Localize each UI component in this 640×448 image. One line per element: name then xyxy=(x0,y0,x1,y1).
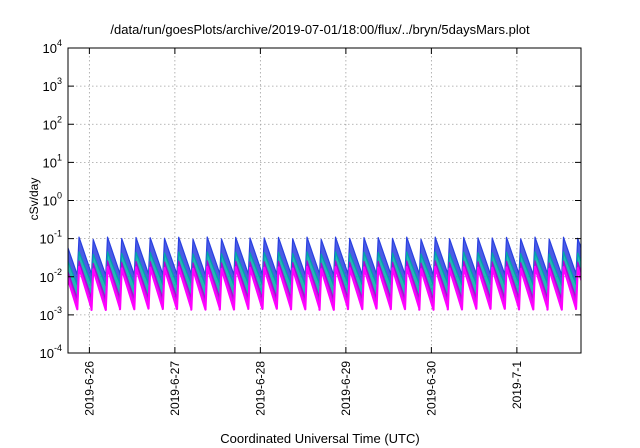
x-axis-label: Coordinated Universal Time (UTC) xyxy=(220,431,420,446)
series-group xyxy=(68,236,581,311)
x-tick-label: 2019-6-28 xyxy=(253,361,267,416)
y-tick-label: 100 xyxy=(43,191,62,209)
y-tick-label: 102 xyxy=(43,114,62,132)
data-series xyxy=(68,265,581,311)
x-axis-ticks: 2019-6-26 2019-6-27 2019-6-28 2019-6-29 2019… xyxy=(82,48,524,416)
x-tick-label: 2019-7-1 xyxy=(510,361,524,409)
y-tick-label: 10-2 xyxy=(40,267,62,285)
y-tick-label: 10-1 xyxy=(40,229,62,247)
y-tick-label: 103 xyxy=(43,76,62,94)
y-axis-ticks: 10-4 10-3 10-2 10-1 100 101 102 103 104 xyxy=(40,38,581,361)
x-tick-label: 2019-6-27 xyxy=(168,361,182,416)
y-tick-label: 10-3 xyxy=(40,305,62,323)
y-tick-label: 101 xyxy=(43,152,62,170)
chart-title: /data/run/goesPlots/archive/2019-07-01/1… xyxy=(110,22,530,37)
x-tick-label: 2019-6-29 xyxy=(339,361,353,416)
y-axis-label: cSv/day xyxy=(27,177,41,221)
x-tick-label: 2019-6-30 xyxy=(424,361,438,416)
y-tick-label: 10-4 xyxy=(40,343,62,361)
y-tick-label: 104 xyxy=(43,38,62,56)
x-tick-label: 2019-6-26 xyxy=(82,361,96,416)
